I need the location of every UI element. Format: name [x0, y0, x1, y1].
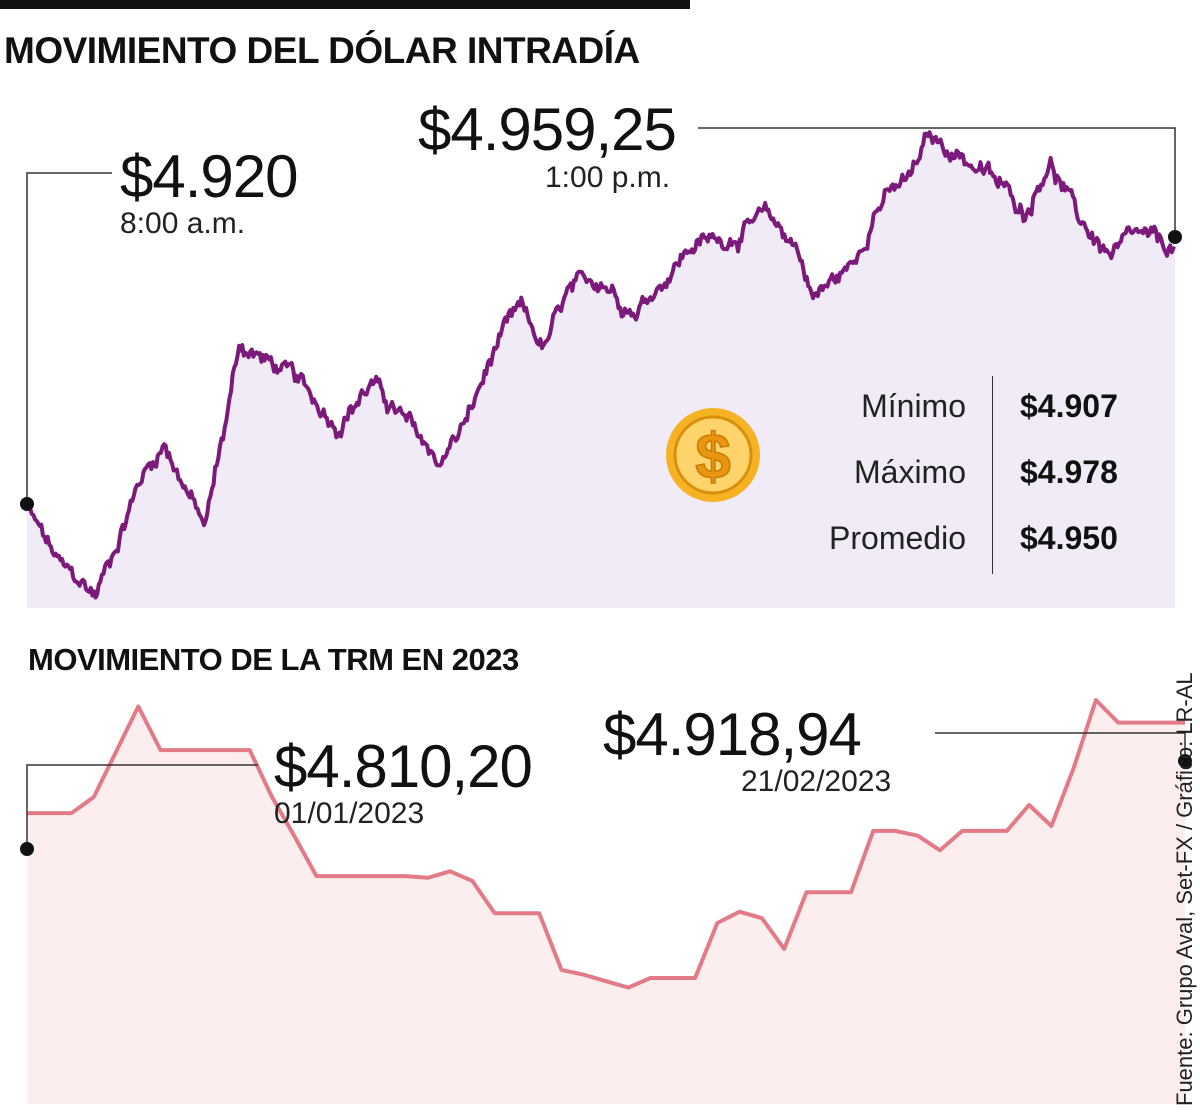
stats-divider: [992, 376, 993, 574]
stat-max-label: Máximo: [853, 454, 966, 490]
intraday-close-value: $4.959,25: [418, 96, 677, 163]
stat-avg-value: $4.950: [1020, 520, 1118, 556]
trm-start-value: $4.810,20: [274, 733, 533, 800]
intraday-open-time: 8:00 a.m.: [120, 207, 246, 240]
trm-end-leader: [935, 732, 1186, 761]
intraday-end-dot: [1168, 230, 1182, 244]
intraday-close-time: 1:00 p.m.: [545, 161, 671, 194]
intraday-open-value: $4.920: [120, 143, 299, 210]
trm-end-value: $4.918,94: [603, 701, 862, 768]
trm-end-date: 21/02/2023: [741, 765, 892, 798]
source-credit: Fuente: Grupo Aval, Set-FX / Gráfico: LR…: [1172, 672, 1197, 1106]
trm-title: MOVIMIENTO DE LA TRM EN 2023: [28, 642, 519, 677]
trm-start-dot: [20, 842, 34, 856]
stat-min-value: $4.907: [1020, 388, 1118, 424]
stat-avg-label: Promedio: [829, 520, 966, 556]
intraday-end-leader: [698, 127, 1176, 237]
trm-area: [27, 700, 1185, 1104]
trm-start-date: 01/01/2023: [274, 797, 425, 830]
svg-text:$: $: [695, 420, 731, 492]
stat-min-label: Mínimo: [861, 388, 966, 424]
top-rule: [0, 0, 690, 9]
intraday-start-leader: [26, 172, 112, 504]
intraday-area: [27, 132, 1175, 608]
intraday-title: MOVIMIENTO DEL DÓLAR INTRADÍA: [4, 30, 640, 71]
dollar-coin-icon: $: [666, 408, 760, 502]
intraday-series-line: [25, 130, 1176, 600]
trm-start-leader: [26, 764, 258, 849]
stat-max-value: $4.978: [1020, 454, 1118, 490]
intraday-start-dot: [20, 497, 34, 511]
trm-end-dot: [1178, 754, 1192, 768]
trm-series-line: [27, 698, 1185, 990]
